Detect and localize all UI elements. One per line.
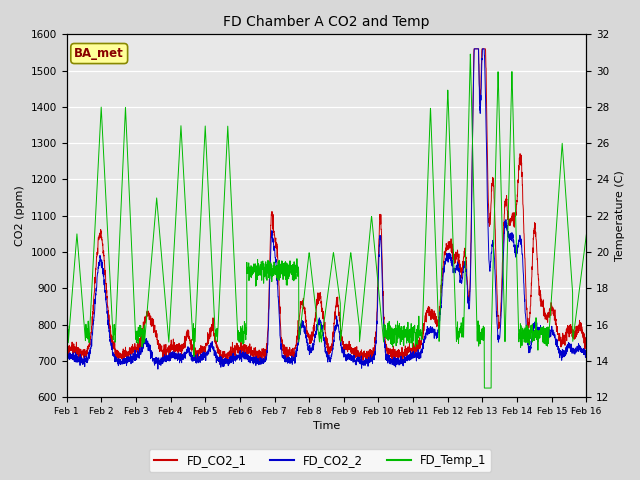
FD_CO2_2: [573, 347, 580, 352]
FD_CO2_1: [573, 330, 580, 336]
Y-axis label: Temperature (C): Temperature (C): [615, 170, 625, 261]
FD_Temp_1: [573, 309, 580, 314]
FD_CO2_2: [63, 354, 70, 360]
Line: FD_Temp_1: FD_Temp_1: [67, 54, 586, 388]
X-axis label: Time: Time: [313, 421, 340, 432]
FD_CO2_2: [154, 366, 162, 372]
FD_CO2_1: [216, 361, 224, 367]
FD_CO2_1: [122, 350, 130, 356]
FD_Temp_1: [516, 345, 524, 350]
Legend: FD_CO2_1, FD_CO2_2, FD_Temp_1: FD_CO2_1, FD_CO2_2, FD_Temp_1: [149, 449, 491, 472]
FD_CO2_2: [470, 46, 478, 52]
FD_CO2_2: [262, 357, 270, 363]
FD_CO2_1: [470, 46, 478, 52]
FD_CO2_1: [582, 346, 590, 351]
FD_CO2_1: [63, 346, 70, 352]
FD_CO2_1: [153, 335, 161, 341]
FD_Temp_1: [582, 231, 590, 237]
FD_CO2_1: [285, 347, 292, 353]
Line: FD_CO2_2: FD_CO2_2: [67, 49, 586, 369]
FD_CO2_1: [262, 353, 270, 359]
FD_CO2_2: [153, 360, 161, 366]
FD_CO2_2: [516, 236, 524, 241]
FD_Temp_1: [153, 195, 161, 201]
FD_CO2_2: [285, 358, 292, 363]
FD_Temp_1: [285, 274, 292, 279]
Y-axis label: CO2 (ppm): CO2 (ppm): [15, 185, 25, 246]
FD_Temp_1: [262, 262, 269, 267]
FD_CO2_2: [582, 350, 590, 356]
FD_CO2_1: [516, 155, 524, 161]
FD_Temp_1: [467, 51, 474, 57]
Title: FD Chamber A CO2 and Temp: FD Chamber A CO2 and Temp: [223, 15, 429, 29]
FD_Temp_1: [122, 112, 130, 118]
FD_Temp_1: [481, 385, 488, 391]
FD_Temp_1: [63, 330, 70, 336]
FD_CO2_2: [122, 356, 130, 361]
Line: FD_CO2_1: FD_CO2_1: [67, 49, 586, 364]
Text: BA_met: BA_met: [74, 47, 124, 60]
